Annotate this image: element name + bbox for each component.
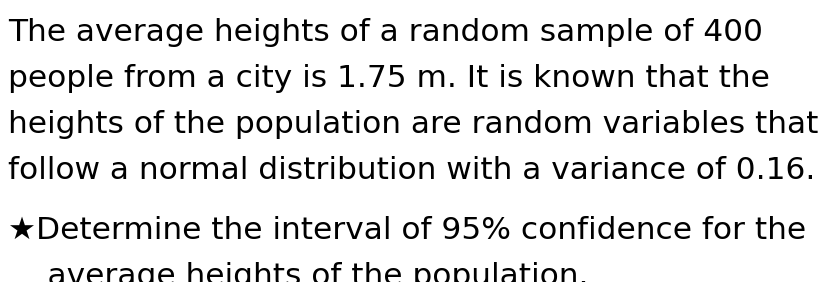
Text: follow a normal distribution with a variance of 0.16.: follow a normal distribution with a vari…	[8, 156, 816, 185]
Text: people from a city is 1.75 m. It is known that the: people from a city is 1.75 m. It is know…	[8, 64, 770, 93]
Text: heights of the population are random variables that: heights of the population are random var…	[8, 110, 818, 139]
Text: ★Determine the interval of 95% confidence for the: ★Determine the interval of 95% confidenc…	[8, 216, 806, 245]
Text: average heights of the population.: average heights of the population.	[8, 262, 588, 282]
Text: The average heights of a random sample of 400: The average heights of a random sample o…	[8, 18, 763, 47]
